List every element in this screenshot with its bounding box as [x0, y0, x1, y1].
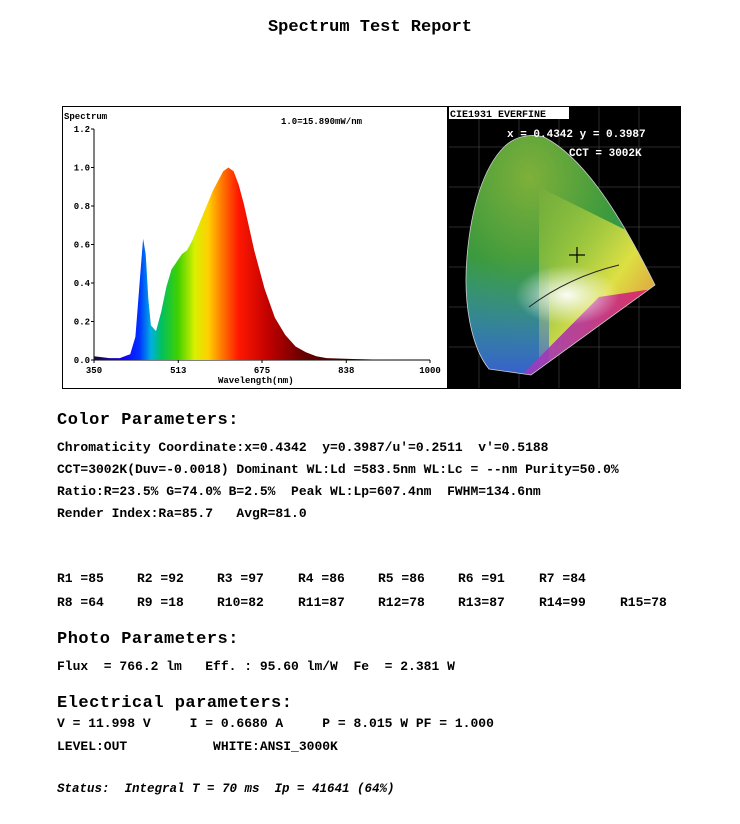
cie-cct-value: CCT = 3002K — [569, 148, 642, 160]
spectrum-scale: 1.0=15.890mW/nm — [281, 117, 363, 127]
spectral-locus — [465, 135, 656, 376]
y-tick-label: 0.8 — [74, 202, 90, 212]
y-tick-label: 0.6 — [74, 241, 90, 251]
render-value-item: R7 =84 — [539, 571, 586, 586]
cct-line: CCT=3002K(Duv=-0.0018) Dominant WL:Ld =5… — [57, 462, 619, 477]
y-tick-label: 0.0 — [74, 356, 90, 366]
x-tick-label: 675 — [254, 366, 270, 376]
y-tick-label: 1.0 — [74, 164, 90, 174]
render-value-item: R8 =64 — [57, 595, 104, 610]
report-title: Spectrum Test Report — [267, 18, 473, 37]
cie-xy-value: x = 0.4342 y = 0.3987 — [507, 129, 646, 141]
status-line: Status: Integral T = 70 ms Ip = 41641 (6… — [57, 782, 395, 796]
render-value-item: R15=78 — [620, 595, 667, 610]
photo-parameters-heading: Photo Parameters: — [57, 630, 239, 649]
x-axis-label: Wavelength(nm) — [218, 376, 294, 386]
y-tick-label: 0.4 — [74, 279, 91, 289]
render-value-item: R1 =85 — [57, 571, 104, 586]
spectrum-area — [94, 167, 430, 360]
render-value-item: R11=87 — [298, 595, 345, 610]
render-value-item: R4 =86 — [298, 571, 345, 586]
level-line: LEVEL:OUT WHITE:ANSI_3000K — [57, 739, 338, 754]
x-tick-label: 838 — [338, 366, 354, 376]
render-value-item: R12=78 — [378, 595, 425, 610]
cie-diagram-panel: CIE1931 EVERFINE x = 0.4342 y = 0.3987 C… — [448, 106, 681, 389]
y-tick-label: 1.2 — [74, 125, 90, 135]
spectrum-chart-panel: 0.0 0.2 0.4 0.6 0.8 1.0 1.2 350 513 675 838 1000 Sp… — [62, 106, 448, 389]
cie-chromaticity-diagram: CIE1931 EVERFINE x = 0.4342 y = 0.3987 C… — [449, 107, 680, 388]
render-value-item: R5 =86 — [378, 571, 425, 586]
render-value-item: R10=82 — [217, 595, 264, 610]
cie-gamut — [465, 135, 656, 375]
render-value-item: R2 =92 — [137, 571, 184, 586]
render-value-item: R13=87 — [458, 595, 505, 610]
render-value-item: R9 =18 — [137, 595, 184, 610]
chromaticity-line: Chromaticity Coordinate:x=0.4342 y=0.398… — [57, 440, 549, 455]
color-parameters-heading: Color Parameters: — [57, 411, 239, 430]
ratio-line: Ratio:R=23.5% G=74.0% B=2.5% Peak WL:Lp=… — [57, 484, 541, 499]
render-value-item: R14=99 — [539, 595, 586, 610]
render-index-line: Render Index:Ra=85.7 AvgR=81.0 — [57, 506, 307, 521]
chromaticity-marker — [569, 247, 585, 263]
y-tick-label: 0.2 — [74, 318, 90, 328]
flux-line: Flux = 766.2 lm Eff. : 95.60 lm/W Fe = 2… — [57, 659, 455, 674]
electrical-parameters-heading: Electrical parameters: — [57, 694, 293, 713]
spectrum-label: Spectrum — [64, 112, 108, 122]
cie-header-bg — [449, 107, 569, 119]
cie-header: CIE1931 EVERFINE — [450, 110, 546, 121]
spectrum-chart: 0.0 0.2 0.4 0.6 0.8 1.0 1.2 350 513 675 838 1000 Sp… — [64, 112, 441, 386]
x-tick-label: 513 — [170, 366, 186, 376]
x-tick-label: 1000 — [419, 366, 441, 376]
electrical-line: V = 11.998 V I = 0.6680 A P = 8.015 W PF… — [57, 716, 494, 731]
planckian-locus — [528, 264, 620, 308]
render-value-item: R3 =97 — [217, 571, 264, 586]
x-tick-label: 350 — [86, 366, 102, 376]
render-value-item: R6 =91 — [458, 571, 505, 586]
